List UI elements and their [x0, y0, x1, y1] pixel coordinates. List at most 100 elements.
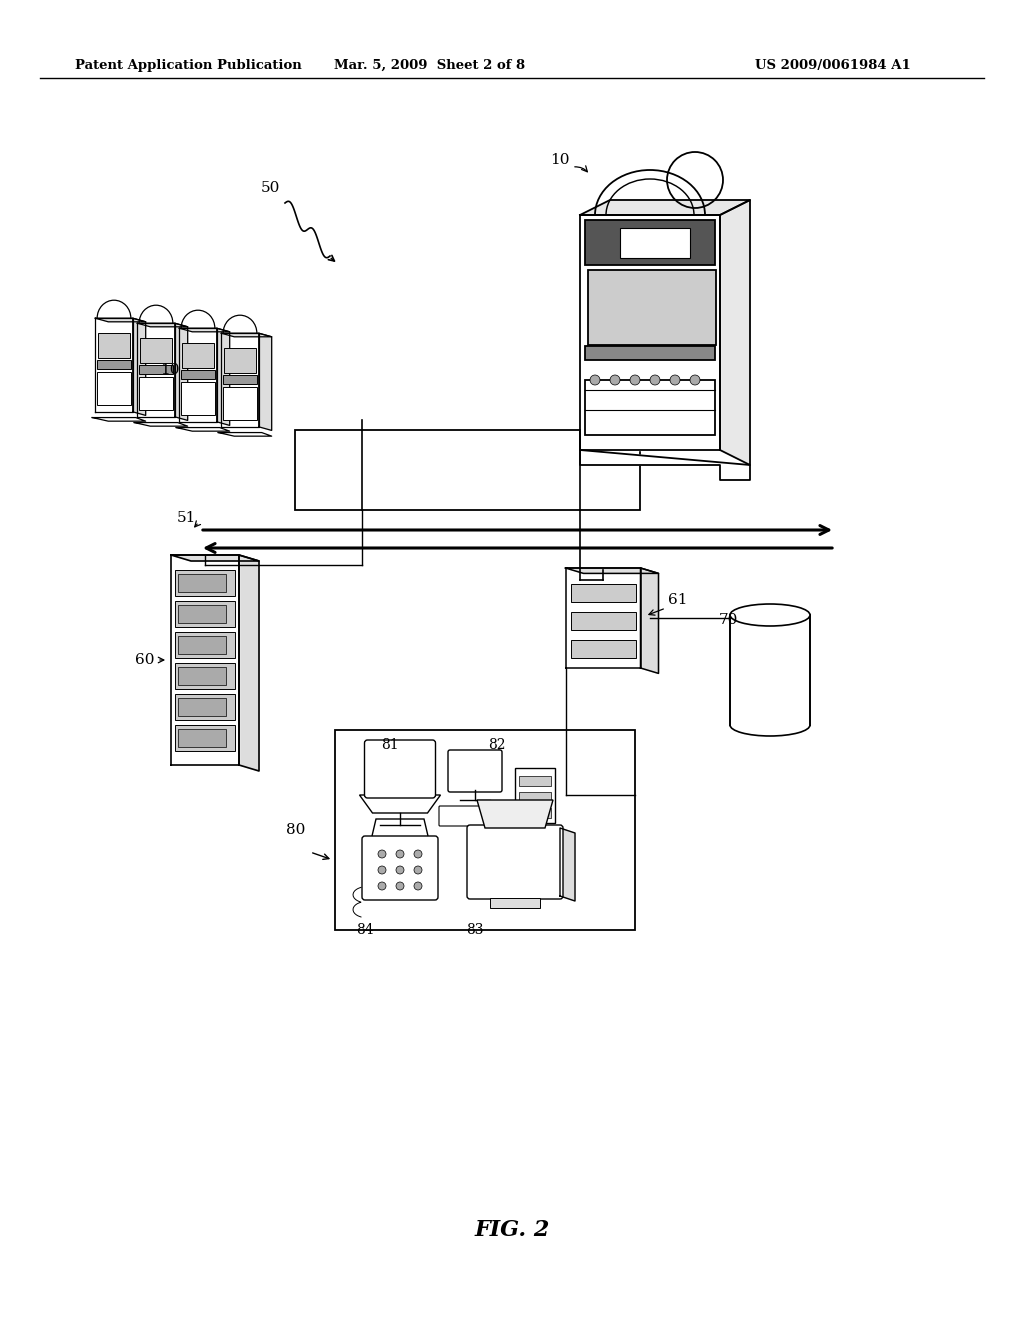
Bar [585, 380, 715, 436]
Text: 80: 80 [286, 822, 305, 837]
Text: 10: 10 [550, 153, 569, 168]
Bar [175, 631, 234, 657]
Bar [97, 360, 131, 368]
Bar [175, 693, 234, 719]
Polygon shape [221, 333, 259, 426]
Text: 70: 70 [719, 612, 738, 627]
Polygon shape [359, 795, 440, 813]
Bar [178, 573, 226, 591]
Polygon shape [259, 333, 271, 430]
Circle shape [414, 882, 422, 890]
Bar [490, 898, 540, 908]
Polygon shape [175, 323, 187, 420]
Bar [519, 776, 551, 785]
Bar [585, 346, 715, 360]
Bar [140, 338, 172, 363]
Bar [175, 725, 234, 751]
Polygon shape [565, 568, 640, 668]
FancyBboxPatch shape [439, 807, 506, 826]
Bar [620, 228, 690, 257]
Text: 61: 61 [668, 593, 687, 607]
Circle shape [396, 850, 404, 858]
Bar [585, 220, 715, 265]
Circle shape [396, 866, 404, 874]
Polygon shape [171, 554, 239, 766]
Bar [519, 808, 551, 817]
Bar [178, 667, 226, 685]
Polygon shape [95, 318, 145, 322]
Polygon shape [565, 568, 658, 573]
Bar [98, 333, 130, 358]
Circle shape [414, 850, 422, 858]
Bar [519, 792, 551, 801]
Circle shape [414, 866, 422, 874]
Bar [175, 569, 234, 595]
FancyBboxPatch shape [362, 836, 438, 900]
Ellipse shape [730, 605, 810, 626]
Polygon shape [239, 554, 259, 771]
Polygon shape [580, 201, 750, 215]
Bar [182, 343, 214, 368]
Polygon shape [92, 417, 145, 421]
Bar [515, 767, 555, 822]
Polygon shape [720, 201, 750, 465]
Text: 81: 81 [381, 738, 398, 752]
Text: 83: 83 [466, 923, 483, 937]
Bar [178, 635, 226, 653]
Text: Patent Application Publication: Patent Application Publication [75, 58, 302, 71]
Polygon shape [217, 329, 229, 425]
Text: 50: 50 [260, 181, 280, 195]
Circle shape [650, 375, 660, 385]
Bar [175, 663, 234, 689]
Polygon shape [179, 329, 229, 331]
FancyBboxPatch shape [467, 825, 563, 899]
Circle shape [378, 882, 386, 890]
Text: 82: 82 [488, 738, 506, 752]
Bar [570, 612, 636, 630]
Polygon shape [133, 318, 145, 416]
Polygon shape [580, 215, 720, 450]
Polygon shape [137, 323, 175, 417]
Bar [570, 640, 636, 657]
Polygon shape [171, 554, 259, 561]
Bar [178, 697, 226, 715]
Bar [570, 583, 636, 602]
Bar [181, 383, 215, 414]
Bar [223, 375, 257, 384]
Circle shape [630, 375, 640, 385]
Bar [178, 605, 226, 623]
Polygon shape [477, 800, 553, 828]
Circle shape [378, 850, 386, 858]
Bar [335, 730, 635, 931]
Bar [588, 271, 716, 345]
Circle shape [378, 866, 386, 874]
Circle shape [590, 375, 600, 385]
Text: US 2009/0061984 A1: US 2009/0061984 A1 [755, 58, 910, 71]
Polygon shape [176, 428, 229, 432]
Circle shape [610, 375, 620, 385]
Text: 84: 84 [356, 923, 374, 937]
Polygon shape [218, 433, 271, 436]
Text: 51: 51 [177, 511, 197, 525]
Text: 60: 60 [135, 653, 155, 667]
Bar [178, 729, 226, 747]
Polygon shape [134, 422, 187, 426]
Bar [730, 615, 810, 725]
Circle shape [396, 882, 404, 890]
Circle shape [690, 375, 700, 385]
Bar [224, 347, 256, 372]
Bar [139, 364, 173, 374]
Polygon shape [95, 318, 133, 412]
FancyBboxPatch shape [365, 741, 435, 799]
Circle shape [670, 375, 680, 385]
Polygon shape [640, 568, 658, 673]
Text: 10: 10 [160, 363, 180, 378]
Bar [223, 387, 257, 420]
Polygon shape [221, 333, 271, 337]
Polygon shape [580, 450, 750, 480]
Bar [175, 601, 234, 627]
Polygon shape [137, 323, 187, 327]
FancyBboxPatch shape [449, 750, 502, 792]
Ellipse shape [503, 805, 517, 825]
Bar [139, 378, 173, 409]
